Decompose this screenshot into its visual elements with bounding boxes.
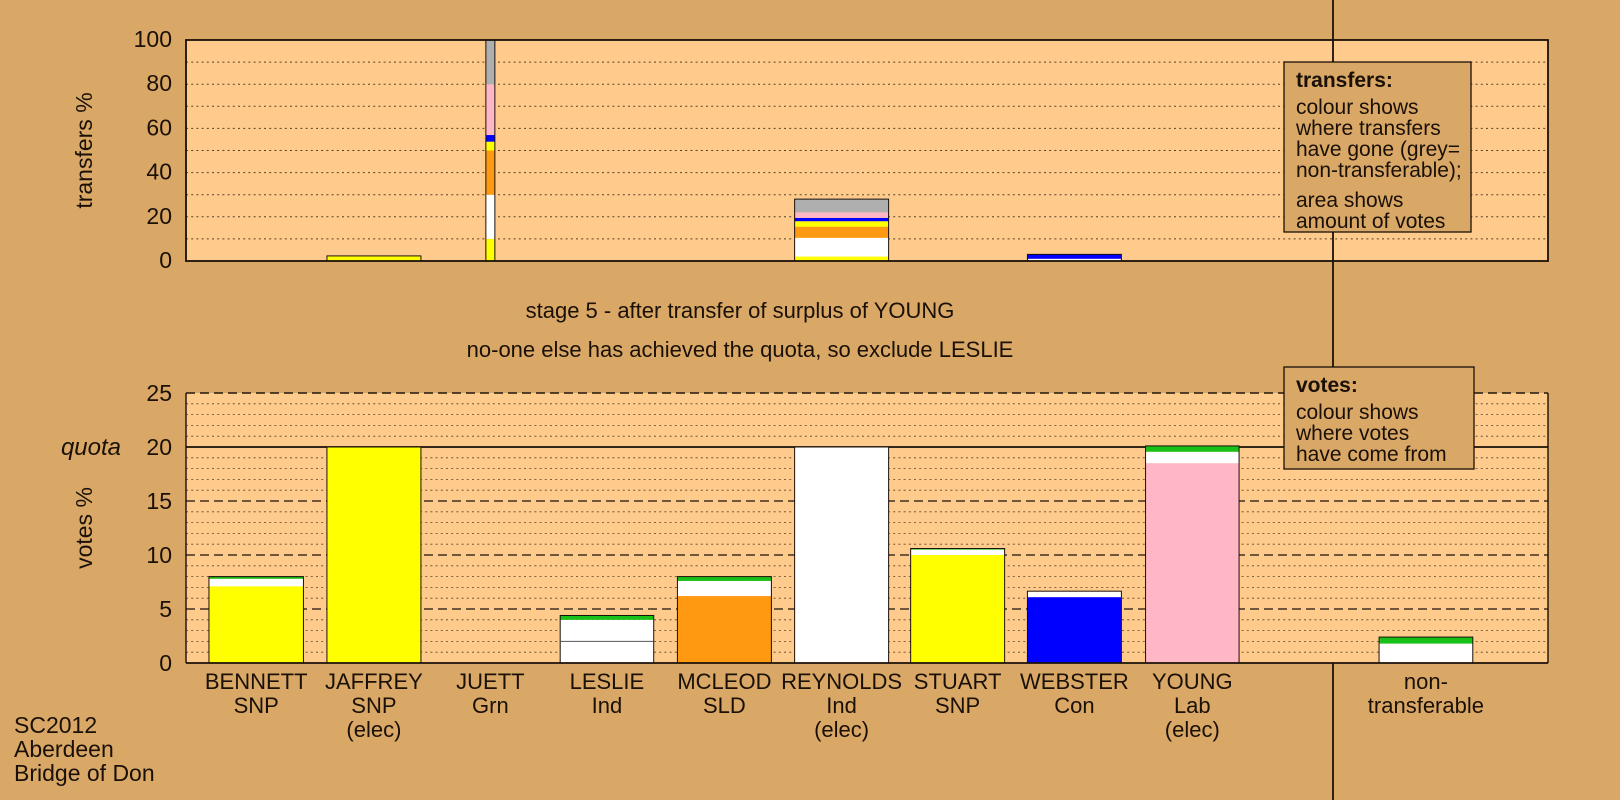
svg-text:60: 60 [146, 114, 172, 140]
svg-text:no-one else has achieved the q: no-one else has achieved the quota, so e… [467, 337, 1014, 362]
svg-text:amount of votes: amount of votes [1296, 210, 1445, 233]
svg-text:SLD: SLD [703, 693, 746, 718]
svg-text:40: 40 [146, 159, 172, 185]
svg-text:(elec): (elec) [814, 717, 869, 742]
svg-text:Bridge of Don: Bridge of Don [14, 760, 155, 786]
svg-text:have gone (grey=: have gone (grey= [1296, 138, 1460, 161]
svg-text:80: 80 [146, 70, 172, 96]
svg-text:where votes: where votes [1295, 422, 1409, 445]
svg-text:REYNOLDS: REYNOLDS [781, 669, 902, 694]
svg-text:non-: non- [1404, 669, 1448, 694]
svg-text:area shows: area shows [1296, 189, 1403, 212]
svg-text:colour shows: colour shows [1296, 96, 1419, 119]
svg-text:JAFFREY: JAFFREY [325, 669, 423, 694]
svg-text:20: 20 [146, 434, 172, 460]
svg-text:STUART: STUART [914, 669, 1002, 694]
svg-text:LESLIE: LESLIE [570, 669, 645, 694]
svg-text:quota: quota [61, 434, 121, 461]
svg-text:0: 0 [159, 650, 172, 676]
svg-text:Aberdeen: Aberdeen [14, 736, 114, 762]
svg-text:where transfers: where transfers [1295, 117, 1441, 140]
svg-text:WEBSTER: WEBSTER [1020, 669, 1129, 694]
svg-text:Con: Con [1054, 693, 1094, 718]
svg-text:0: 0 [159, 247, 172, 273]
svg-text:MCLEOD: MCLEOD [677, 669, 771, 694]
svg-text:SNP: SNP [351, 693, 396, 718]
svg-text:5: 5 [159, 596, 172, 622]
svg-text:100: 100 [134, 26, 172, 52]
svg-text:Lab: Lab [1174, 693, 1211, 718]
svg-text:BENNETT: BENNETT [205, 669, 308, 694]
svg-text:SNP: SNP [935, 693, 980, 718]
svg-text:Ind: Ind [826, 693, 857, 718]
svg-text:YOUNG: YOUNG [1152, 669, 1233, 694]
svg-text:transferable: transferable [1368, 693, 1484, 718]
svg-text:colour shows: colour shows [1296, 401, 1419, 424]
svg-text:votes:: votes: [1296, 374, 1358, 397]
svg-text:have come from: have come from [1296, 443, 1447, 466]
svg-text:Grn: Grn [472, 693, 509, 718]
svg-text:10: 10 [146, 542, 172, 568]
svg-text:20: 20 [146, 203, 172, 229]
svg-text:Ind: Ind [592, 693, 623, 718]
svg-text:SNP: SNP [234, 693, 279, 718]
svg-text:(elec): (elec) [1165, 717, 1220, 742]
svg-text:SC2012: SC2012 [14, 712, 97, 738]
svg-text:JUETT: JUETT [456, 669, 524, 694]
svg-text:transfers:: transfers: [1296, 69, 1393, 92]
svg-text:(elec): (elec) [346, 717, 401, 742]
svg-text:votes %: votes % [71, 487, 97, 569]
svg-text:stage 5 - after transfer of su: stage 5 - after transfer of surplus of Y… [526, 298, 955, 323]
svg-text:15: 15 [146, 488, 172, 514]
svg-text:25: 25 [146, 380, 172, 406]
svg-text:non-transferable);: non-transferable); [1296, 159, 1462, 182]
svg-text:transfers %: transfers % [71, 92, 97, 208]
